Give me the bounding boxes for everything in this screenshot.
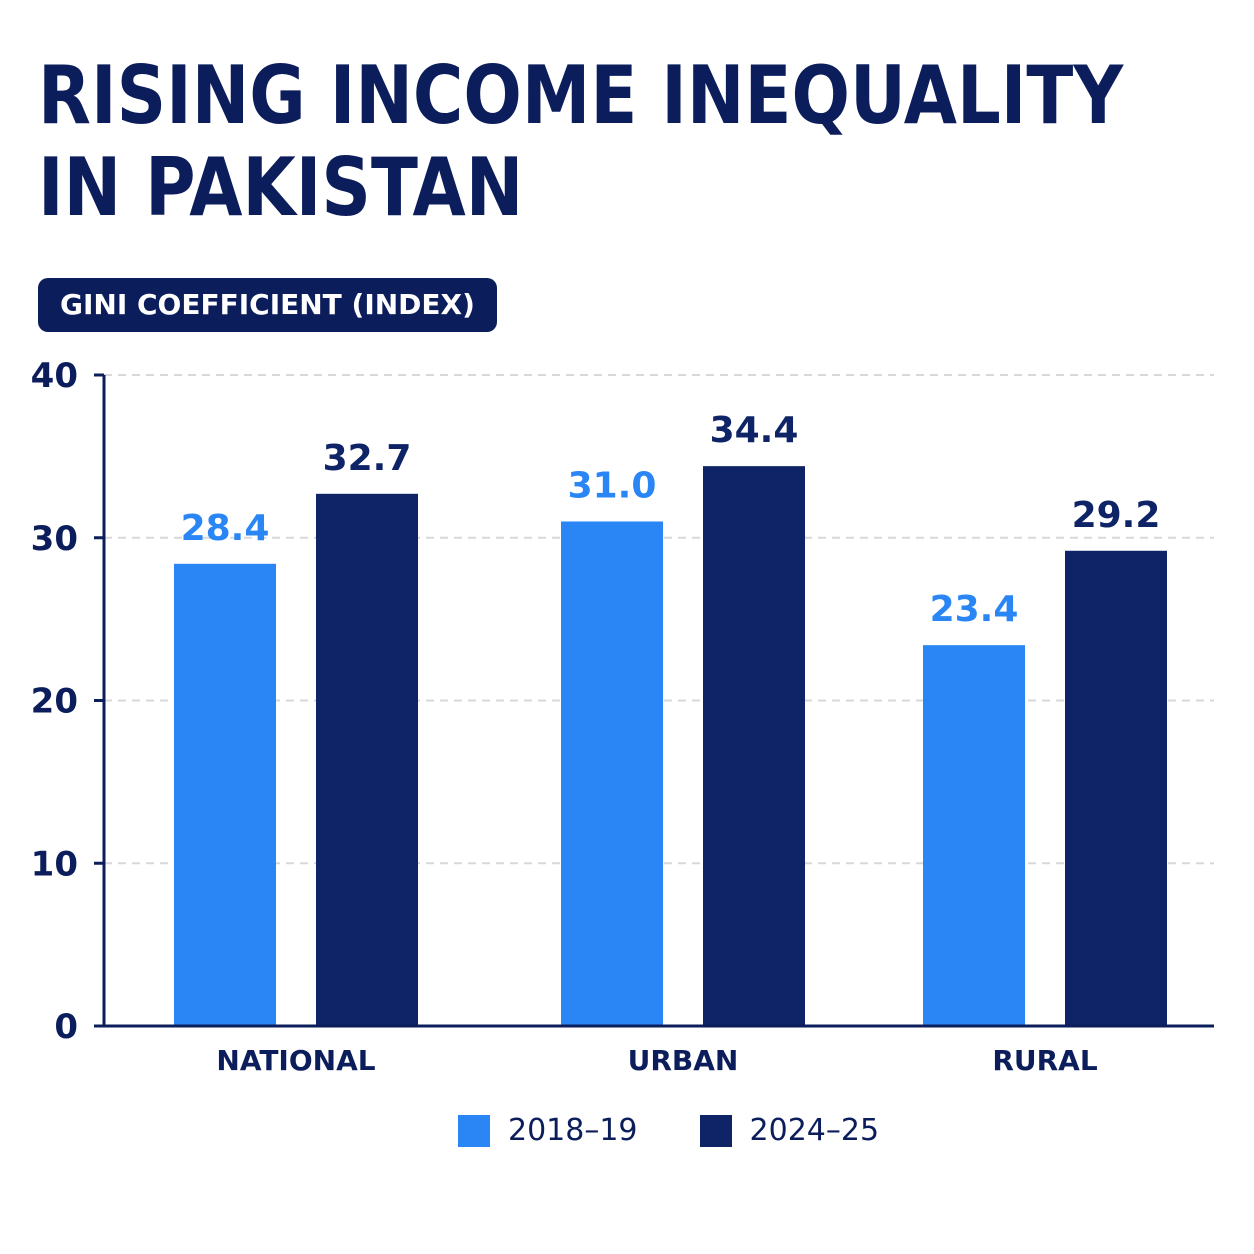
data-label-rural-2018-19: 23.4 (930, 589, 1019, 630)
x-category-label-national: NATIONAL (216, 1044, 375, 1077)
y-tick-label-20: 20 (31, 682, 78, 722)
y-tick-label-0: 0 (54, 1007, 78, 1047)
legend-swatch-2024-25 (699, 1114, 732, 1147)
data-label-rural-2024-25: 29.2 (1072, 495, 1161, 536)
bar-rural-2018-19 (923, 645, 1025, 1026)
data-label-urban-2024-25: 34.4 (710, 410, 799, 451)
data-label-national-2024-25: 32.7 (323, 438, 412, 479)
legend-item-2018-19: 2018–19 (458, 1113, 638, 1148)
data-label-national-2018-19: 28.4 (181, 508, 270, 549)
legend-label-2024-25: 2024–25 (749, 1113, 880, 1148)
bar-national-2024-25 (316, 493, 418, 1026)
legend: 2018–19 2024–25 (458, 1113, 941, 1148)
bar-urban-2024-25 (703, 466, 805, 1026)
bar-rural-2024-25 (1065, 550, 1167, 1026)
title-line-1: RISING INCOME INEQUALITY (38, 49, 1124, 142)
legend-item-2024-25: 2024–25 (699, 1113, 880, 1148)
x-category-label-urban: URBAN (628, 1044, 739, 1077)
page-title: RISING INCOME INEQUALITY IN PAKISTAN (38, 49, 1124, 234)
bar-urban-2018-19 (561, 521, 663, 1026)
title-line-2: IN PAKISTAN (38, 141, 524, 234)
y-axis-label-badge: GINI COEFFICIENT (INDEX) (38, 278, 497, 332)
y-tick-label-40: 40 (31, 356, 78, 396)
legend-swatch-2018-19 (458, 1114, 490, 1147)
y-tick-label-10: 10 (31, 844, 78, 884)
y-tick-label-30: 30 (31, 519, 78, 559)
bar-national-2018-19 (174, 563, 276, 1026)
data-label-urban-2018-19: 31.0 (568, 465, 657, 506)
x-category-label-rural: RURAL (992, 1044, 1098, 1077)
legend-label-2018-19: 2018–19 (508, 1113, 638, 1148)
